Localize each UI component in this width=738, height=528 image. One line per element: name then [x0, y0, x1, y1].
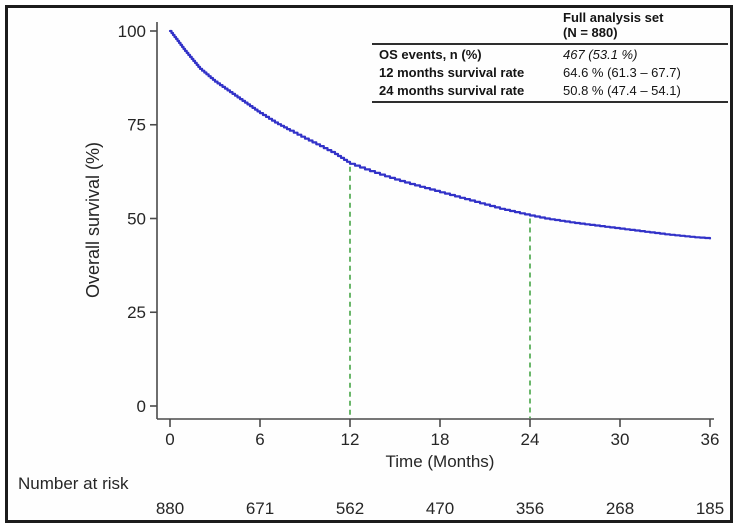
stats-table-body: OS events, n (%) 467 (53.1 %) 12 months … — [372, 43, 728, 103]
number-at-risk-value: 356 — [516, 499, 544, 518]
y-tick-label: 0 — [137, 397, 146, 416]
stats-row-value: 64.6 % (61.3 – 67.7) — [563, 65, 681, 80]
number-at-risk-value: 185 — [696, 499, 724, 518]
survival-curve — [168, 29, 712, 240]
number-at-risk-label: Number at risk — [18, 474, 129, 493]
stats-row-label: 12 months survival rate — [379, 65, 525, 80]
x-tick-label: 36 — [701, 430, 720, 449]
stats-table: Full analysis set (N = 880) OS events, n… — [372, 8, 728, 103]
stats-row-label: 24 months survival rate — [379, 83, 525, 98]
x-tick-label: 6 — [255, 430, 264, 449]
number-at-risk-value: 671 — [246, 499, 274, 518]
y-tick-label: 25 — [127, 303, 146, 322]
x-tick-label: 24 — [521, 430, 540, 449]
stats-table-header: Full analysis set (N = 880) — [372, 8, 728, 43]
stats-row-os-events: OS events, n (%) 467 (53.1 %) — [372, 46, 728, 64]
figure-frame — [5, 5, 733, 523]
x-tick-label: 18 — [431, 430, 450, 449]
number-at-risk-value: 562 — [336, 499, 364, 518]
stats-row-label: OS events, n (%) — [379, 47, 482, 62]
stats-row-12mo: 12 months survival rate 64.6 % (61.3 – 6… — [372, 64, 728, 82]
y-tick-label: 75 — [127, 116, 146, 135]
stats-row-value: 467 (53.1 %) — [563, 47, 638, 62]
y-axis-title: Overall survival (%) — [83, 142, 103, 298]
x-tick-label: 0 — [165, 430, 174, 449]
number-at-risk-value: 470 — [426, 499, 454, 518]
stats-row-value: 50.8 % (47.4 – 54.1) — [563, 83, 681, 98]
number-at-risk-value: 268 — [606, 499, 634, 518]
x-tick-label: 12 — [341, 430, 360, 449]
number-at-risk-value: 880 — [156, 499, 184, 518]
x-axis-title: Time (Months) — [386, 452, 495, 471]
y-tick-label: 50 — [127, 209, 146, 228]
stats-table-header-line2: (N = 880) — [563, 25, 618, 40]
stats-table-header-line1: Full analysis set — [563, 10, 664, 25]
stats-row-24mo: 24 months survival rate 50.8 % (47.4 – 5… — [372, 82, 728, 100]
y-tick-label: 100 — [118, 22, 146, 41]
x-tick-label: 30 — [611, 430, 630, 449]
